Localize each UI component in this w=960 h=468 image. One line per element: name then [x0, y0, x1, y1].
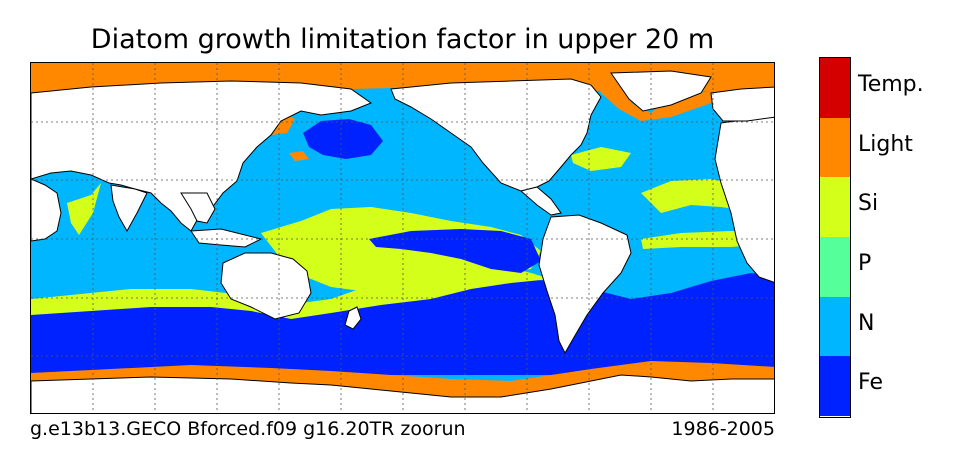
southeast-asia-land — [180, 192, 216, 224]
colorbar-label-light: Light — [858, 131, 913, 157]
north-pacific-fe-patch — [303, 119, 383, 159]
colorbar-segment-n — [820, 296, 850, 357]
map-panel — [30, 62, 775, 414]
north-america-land — [390, 78, 602, 192]
europe-land — [710, 86, 774, 122]
greenland-land — [610, 70, 712, 112]
limitation-map — [31, 63, 774, 413]
colorbar-segment-light — [820, 117, 850, 178]
colorbar-label-si: Si — [858, 191, 879, 217]
colorbar-segment-p — [820, 237, 850, 298]
indonesia-land — [190, 228, 263, 248]
indian-ocean-si-region — [67, 183, 101, 235]
eurasia-land — [31, 80, 373, 232]
colorbar-label-p: P — [858, 251, 872, 276]
india-land — [110, 184, 148, 233]
colorbar-segment-fe — [820, 356, 850, 417]
map-title: Diatom growth limitation factor in upper… — [90, 24, 715, 55]
south-pacific-fe-patch — [369, 229, 541, 273]
central-america-land — [519, 186, 562, 216]
colorbar-label-fe: Fe — [858, 370, 883, 396]
model-run-label: g.e13b13.GECO Bforced.f09 g16.20TR zooru… — [30, 418, 466, 440]
australia-land — [220, 252, 312, 320]
south-america-land — [538, 214, 632, 355]
africa-west-land — [31, 178, 62, 242]
new-zealand-land — [344, 306, 362, 330]
colorbar-segment-temp — [820, 58, 850, 119]
colorbar — [819, 57, 851, 418]
period-label: 1986-2005 — [671, 418, 775, 440]
graticule — [31, 63, 774, 413]
colorbar-segment-si — [820, 177, 850, 238]
sea-of-japan-light — [289, 151, 309, 161]
colorbar-label-n: N — [858, 310, 875, 336]
colorbar-label-temp: Temp. — [858, 72, 924, 97]
north-atlantic-si — [571, 147, 631, 171]
